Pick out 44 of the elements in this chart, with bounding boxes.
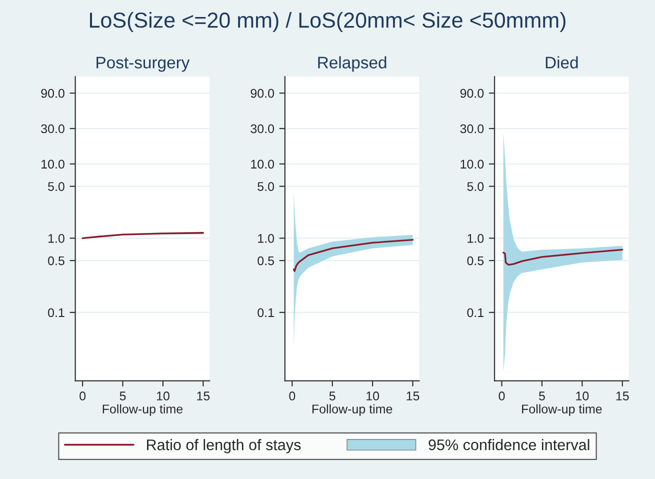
y-tick-label: 0.1: [467, 308, 484, 318]
x-axis-title: Follow-up time: [522, 404, 602, 416]
line-series: [502, 248, 624, 266]
y-tick-label: 0.1: [258, 308, 274, 318]
x-tick-label: 0: [498, 392, 505, 400]
y-tick-label: 90.0: [250, 88, 274, 98]
text: LoS(Size <=20 mm) / LoS(20mm< Size <50mmm): [90, 12, 566, 32]
x-tick-label: 15: [197, 392, 210, 400]
line-series: [292, 239, 414, 272]
x-axis-title: Follow-up time: [312, 404, 392, 416]
y-tick-label: 10.0: [460, 160, 484, 169]
x-tick-label: 5: [120, 392, 126, 400]
x-tick-label: 0: [80, 392, 86, 400]
y-tick-label: 1.0: [48, 234, 64, 243]
x-tick-label: 0: [289, 392, 296, 400]
chart-title: Died: [546, 56, 578, 68]
y-tick-label: 5.0: [48, 182, 64, 191]
chart-title: Post-surgery: [96, 56, 190, 72]
y-tick-label: 10.0: [42, 160, 64, 169]
text: 95% confidence interval: [428, 439, 590, 450]
y-tick-label: 0.5: [48, 256, 64, 266]
x-tick-label: 10: [366, 392, 380, 400]
y-tick-label: 0.5: [467, 256, 484, 266]
y-tick-label: 5.0: [467, 182, 484, 191]
y-tick-label: 30.0: [41, 124, 64, 134]
y-tick-label: 1.0: [258, 234, 274, 243]
x-tick-label: 10: [576, 392, 589, 400]
y-tick-label: 5.0: [258, 182, 274, 191]
x-axis-title: Follow-up time: [102, 404, 183, 416]
x-tick-label: 15: [616, 392, 629, 400]
y-tick-label: 0.5: [258, 256, 274, 266]
y-tick-label: 30.0: [250, 124, 274, 134]
y-tick-label: 1.0: [468, 234, 484, 243]
y-tick-label: 0.1: [48, 308, 64, 318]
y-tick-label: 90.0: [41, 88, 64, 98]
x-tick-label: 5: [329, 392, 336, 400]
chart-title: Relapsed: [318, 56, 386, 72]
y-tick-label: 10.0: [251, 160, 274, 169]
legend-label: Ratio of length of stays: [147, 439, 301, 454]
x-tick-label: 15: [406, 392, 420, 400]
x-tick-label: 10: [156, 392, 170, 400]
y-tick-label: 30.0: [460, 124, 484, 134]
x-tick-label: 5: [538, 392, 545, 400]
y-tick-label: 90.0: [460, 88, 484, 98]
